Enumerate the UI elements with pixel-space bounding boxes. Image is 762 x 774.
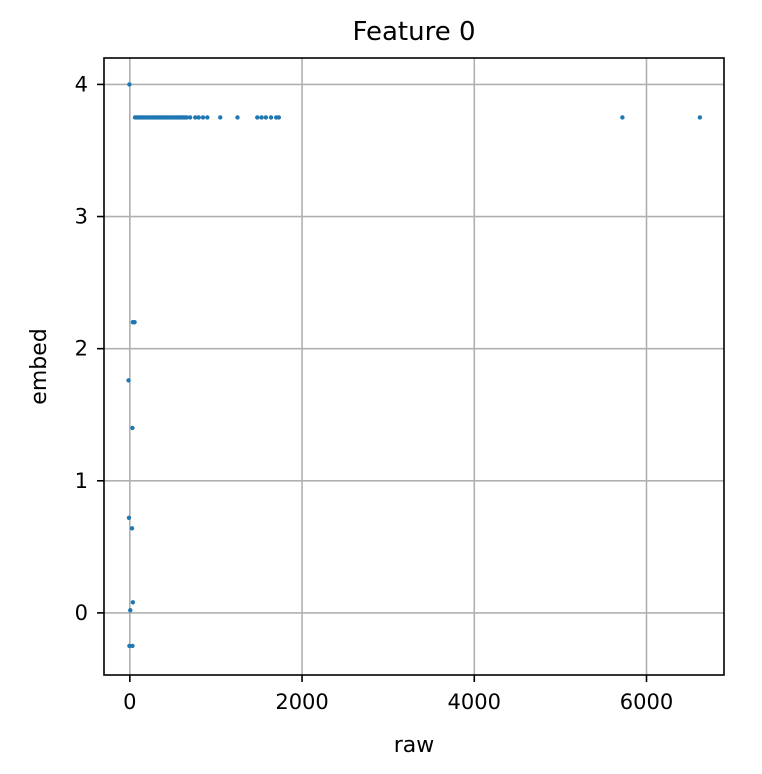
data-point: [187, 115, 193, 120]
data-point: [132, 320, 137, 325]
y-tick-label: 0: [75, 601, 88, 625]
grid-layer: [104, 58, 724, 675]
data-point: [218, 115, 223, 120]
data-point: [126, 515, 132, 520]
data-point: [130, 425, 135, 431]
data-point: [127, 643, 132, 649]
y-tick-label: 4: [75, 72, 88, 96]
data-point: [255, 115, 260, 120]
y-tick-label: 3: [75, 205, 88, 229]
x-tick-label: 0: [123, 690, 136, 714]
data-point: [130, 643, 135, 649]
data-point: [620, 115, 625, 120]
data-point: [276, 115, 282, 120]
x-axis-label: raw: [394, 733, 435, 758]
ticks-layer: 0 2000 4000 6000 0 1 2 3 4: [75, 72, 674, 714]
chart-title: Feature 0: [352, 17, 475, 47]
data-point: [235, 115, 240, 120]
data-point: [196, 115, 201, 120]
y-axis-label: embed: [27, 328, 52, 404]
y-tick-label: 1: [75, 469, 88, 493]
points-layer: [126, 82, 703, 649]
data-point: [697, 115, 703, 120]
data-point: [127, 82, 132, 87]
x-tick-label: 4000: [448, 690, 501, 714]
y-tick-label: 2: [75, 337, 88, 361]
x-tick-label: 2000: [275, 690, 328, 714]
plot-frame: [103, 57, 725, 676]
data-point: [268, 115, 274, 120]
data-point: [205, 115, 210, 120]
data-point: [259, 115, 264, 120]
data-point: [193, 115, 198, 120]
data-point: [263, 115, 269, 120]
data-point: [200, 115, 206, 120]
data-point: [128, 608, 133, 613]
data-point: [184, 115, 189, 120]
data-point: [126, 378, 131, 383]
data-point: [130, 600, 136, 605]
data-point: [129, 526, 135, 531]
x-tick-label: 6000: [620, 690, 673, 714]
